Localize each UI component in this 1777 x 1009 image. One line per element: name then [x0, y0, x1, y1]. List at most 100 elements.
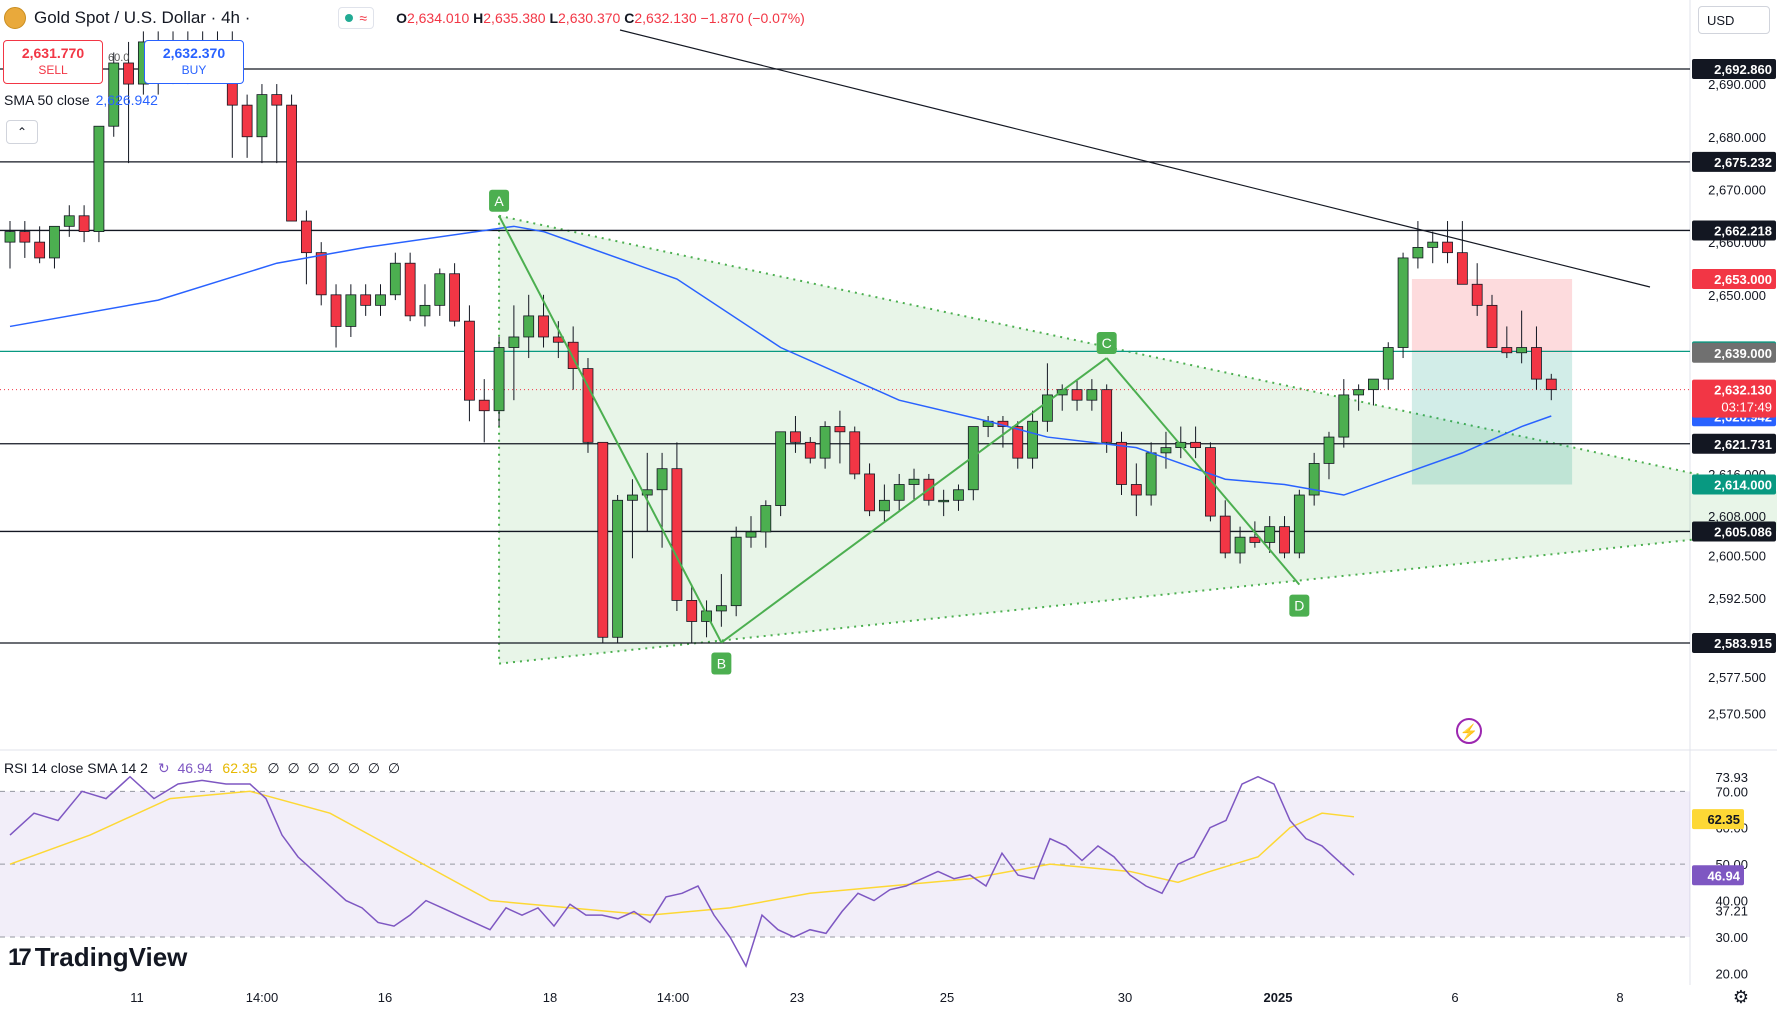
candle-body: [715, 605, 727, 612]
candle-body: [597, 441, 609, 638]
candles-group: [4, 31, 1557, 643]
wave-icon: ≈: [359, 10, 368, 26]
spread-value: 60.0: [108, 52, 130, 64]
candle-body: [360, 294, 372, 306]
rsi-axis-label: 46.94: [1707, 868, 1740, 883]
symbol-title[interactable]: Gold Spot / U.S. Dollar · 4h ·: [34, 8, 251, 27]
buy-price: 2,632.370: [162, 45, 226, 61]
candle-body: [1545, 378, 1557, 391]
candle-body: [34, 241, 46, 259]
position-target-zone: [1411, 352, 1573, 485]
candle-body: [967, 426, 979, 491]
candle-body: [775, 431, 787, 506]
candle-body: [1012, 426, 1024, 459]
sma-legend-label: SMA 50 close: [4, 92, 90, 108]
time-tick-label: 30: [1118, 990, 1132, 1005]
candle-body: [508, 336, 520, 348]
time-tick-label: 16: [378, 990, 392, 1005]
level-axis-label-7: 2,621.731: [1714, 437, 1772, 452]
lightning-icon[interactable]: ⚡: [1456, 718, 1482, 744]
price-tick-label: 2,608.000: [1708, 509, 1766, 524]
last-price-tag-bg: [1692, 379, 1776, 418]
refresh-icon[interactable]: ↻: [157, 760, 170, 776]
candle-body: [864, 473, 875, 512]
candle-body: [1205, 447, 1216, 517]
candle-body: [1234, 536, 1246, 554]
candle-body: [1293, 494, 1305, 554]
candle-body: [908, 478, 920, 485]
price-tick-label: 2,650.000: [1708, 288, 1766, 303]
candle-body: [745, 531, 757, 538]
candle-body: [612, 499, 624, 638]
sma-legend[interactable]: SMA 50 close 2,626.942: [4, 92, 158, 108]
collapse-legend-button[interactable]: ⌃: [6, 120, 38, 144]
sma50-line: [9, 225, 1552, 496]
candle-body: [627, 494, 638, 501]
settings-gear-icon[interactable]: ⚙: [1732, 987, 1750, 1007]
candle-body: [582, 368, 594, 443]
pattern-point-label: B: [717, 656, 726, 672]
price-tick-label: 2,670.000: [1708, 182, 1766, 197]
candle-body: [1101, 389, 1113, 443]
candle-body: [1279, 526, 1290, 554]
price-pane-bg: [0, 0, 1690, 748]
sell-button[interactable]: 2,631.770 SELL: [3, 40, 103, 84]
time-tick-label: 11: [130, 990, 144, 1005]
candle-body: [1382, 347, 1394, 380]
rsi-sma-axis-label-bg: [1692, 809, 1744, 830]
candle-body: [1516, 347, 1528, 354]
candle-body: [1086, 389, 1098, 401]
candle-body: [671, 468, 683, 601]
candle-body: [19, 231, 31, 243]
candle-body: [938, 499, 950, 503]
sell-label: SELL: [38, 63, 68, 77]
candle-body: [1027, 420, 1038, 459]
buy-button[interactable]: 2,632.370 BUY: [144, 40, 244, 84]
level-axis-label-1: 2,675.232: [1714, 155, 1772, 170]
tradingview-mark-icon: 17: [8, 943, 32, 971]
time-tick-label: 18: [543, 990, 557, 1005]
level-axis-label-5-bg: [1692, 342, 1776, 363]
chart-header: Gold Spot / U.S. Dollar · 4h · ≈ O2,634.…: [4, 6, 805, 30]
candle-body: [1219, 515, 1231, 554]
tradingview-wordmark: TradingView: [34, 942, 188, 972]
candle-body: [1042, 394, 1053, 422]
open-label: O: [396, 10, 407, 26]
candle-body: [878, 499, 890, 512]
level-axis-label-3: 2,653.000: [1714, 272, 1772, 287]
candle-body: [464, 320, 475, 401]
rsi-tick-label: 30.00: [1715, 930, 1748, 945]
high-label: H: [473, 10, 484, 26]
time-tick-label: 23: [790, 990, 804, 1005]
rsi-tick-label: 70.00: [1715, 784, 1748, 799]
level-axis-label-5: 2,639.000: [1714, 346, 1772, 361]
candle-body: [78, 215, 90, 232]
candle-body: [1353, 389, 1365, 396]
abcd-leg: [498, 215, 723, 644]
candle-body: [523, 315, 535, 338]
candle-body: [1412, 246, 1424, 259]
rsi-null-values: ∅ ∅ ∅ ∅ ∅ ∅ ∅: [267, 760, 403, 776]
price-tick-label: 2,577.500: [1708, 670, 1766, 685]
low-value: 2,630.370: [558, 10, 621, 26]
candle-body: [1308, 463, 1320, 496]
triangle-upper-line: [498, 214, 1777, 493]
tradingview-logo[interactable]: 17 TradingView: [8, 942, 187, 973]
level-axis-label-9-bg: [1692, 521, 1776, 542]
last-price-tag: 2,632.130: [1714, 383, 1772, 398]
price-tick-label: 2,600.500: [1708, 549, 1766, 564]
rsi-legend[interactable]: RSI 14 close SMA 14 2 ↻ 46.94 62.35 ∅ ∅ …: [4, 760, 402, 777]
candle-body: [1486, 304, 1498, 348]
candle-body: [108, 62, 120, 127]
candle-body: [1145, 452, 1157, 496]
market-status[interactable]: ≈: [338, 7, 375, 29]
ohlc-readout: O2,634.010 H2,635.380 L2,630.370 C2,632.…: [396, 10, 805, 26]
level-axis-label-3-bg: [1692, 269, 1776, 290]
rsi-legend-value: 46.94: [177, 760, 213, 776]
buy-label: BUY: [181, 63, 207, 77]
candle-body: [1442, 241, 1453, 254]
candle-body: [389, 262, 401, 296]
currency-selector[interactable]: USD: [1698, 6, 1770, 34]
